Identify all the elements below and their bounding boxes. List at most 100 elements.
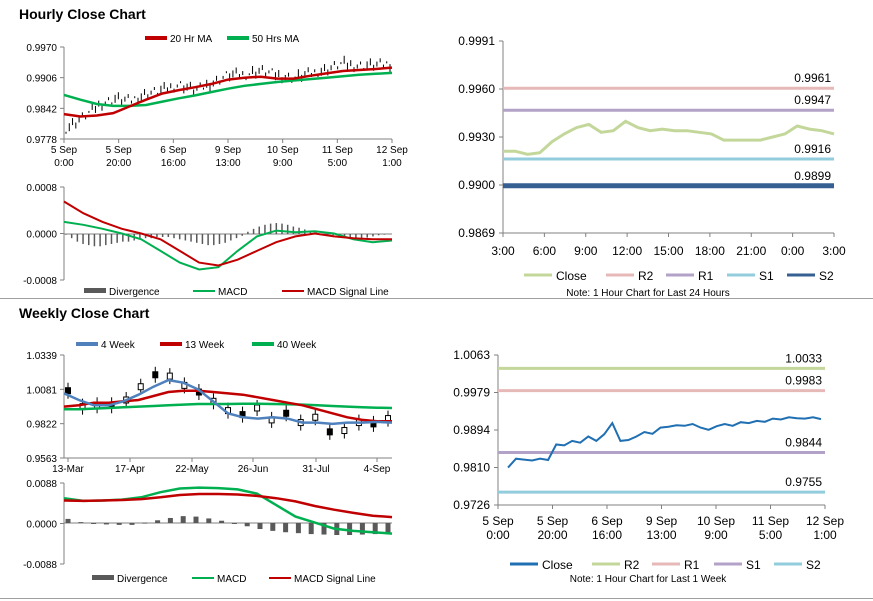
weekly-divergence-bar xyxy=(180,516,186,523)
weekly-1w-xtick-label: 9:00 xyxy=(704,528,728,542)
hourly-legend-20hr-label: 20 Hr MA xyxy=(170,34,213,45)
weekly-40wk-line xyxy=(64,402,393,411)
hourly-24h-note: Note: 1 Hour Chart for Last 24 Hours xyxy=(566,288,729,299)
weekly-1w-ytick-label: 1.0063 xyxy=(453,348,490,362)
weekly-price-xtick-label: 4-Sep xyxy=(364,464,391,475)
hourly-24h-ytick-label: 0.9900 xyxy=(458,178,495,192)
weekly-1w-level-label: 0.9983 xyxy=(785,374,822,388)
hourly-24h-legend-s1-label: S1 xyxy=(759,269,774,283)
weekly-candle-body xyxy=(341,427,348,435)
hourly-24h-level-label: 0.9916 xyxy=(794,142,831,156)
hourly-24h-xtick-label: 3:00 xyxy=(822,244,846,258)
hourly-legend-macd-label: MACD xyxy=(218,287,247,298)
hourly-legend-divergence-label: Divergence xyxy=(109,287,160,298)
weekly-1w-xtick-label: 9 Sep xyxy=(646,514,678,528)
weekly-1w-close-line xyxy=(507,416,822,469)
weekly-1w-xtick-label: 0:00 xyxy=(486,528,510,542)
hourly-price-xtick-label: 9:00 xyxy=(273,158,293,169)
hourly-price-ytick-label: 0.9778 xyxy=(26,135,57,146)
hourly-price-xtick-label: 5:00 xyxy=(328,158,348,169)
hourly-24h-xtick-label: 3:00 xyxy=(491,244,515,258)
hourly-price-ytick-label: 0.9842 xyxy=(26,104,57,115)
weekly-legend-4wk-label: 4 Week xyxy=(101,340,136,351)
weekly-candle-body xyxy=(166,372,173,380)
weekly-candle-body xyxy=(137,383,144,391)
weekly-divergence-bar xyxy=(372,523,378,535)
weekly-legend-13wk-label: 13 Week xyxy=(185,340,225,351)
hourly-price-xtick-label: 20:00 xyxy=(106,158,131,169)
weekly-macd-ytick-label: 0.0000 xyxy=(26,520,57,531)
weekly-candle-body xyxy=(65,387,71,395)
weekly-divergence-bar xyxy=(103,523,109,525)
weekly-1w-xtick-label: 16:00 xyxy=(592,528,622,542)
hourly-price-xtick-label: 11 Sep xyxy=(322,145,353,156)
weekly-1w-legend-close-label: Close xyxy=(542,558,573,572)
hourly-24h-ytick-label: 0.9869 xyxy=(458,226,495,240)
weekly-divergence-bar xyxy=(155,520,161,523)
weekly-1w-ytick-label: 0.9894 xyxy=(453,423,490,437)
weekly-divergence-bar xyxy=(206,518,212,523)
hourly-20hr-ma-line xyxy=(63,66,393,118)
hourly-price-xtick-label: 10 Sep xyxy=(267,145,299,156)
weekly-divergence-bar xyxy=(308,523,314,535)
hourly-price-xtick-label: 6 Sep xyxy=(160,145,187,156)
weekly-legend-divergence-label: Divergence xyxy=(117,574,168,585)
weekly-price-xtick-label: 26-Jun xyxy=(238,464,269,475)
weekly-divergence-bar xyxy=(283,523,289,533)
hourly-legend-divergence-swatch xyxy=(84,288,106,293)
bottom-divider xyxy=(0,598,873,599)
weekly-candle-body xyxy=(152,371,159,379)
weekly-price-xtick-label: 31-Jul xyxy=(302,464,329,475)
weekly-divergence-bar xyxy=(359,523,365,535)
weekly-1w-xtick-label: 5:00 xyxy=(759,528,783,542)
hourly-macd-signal-line xyxy=(63,200,392,267)
weekly-divergence-bar xyxy=(231,523,237,524)
weekly-legend-divergence-swatch xyxy=(92,575,114,580)
weekly-legend-signal-label: MACD Signal Line xyxy=(294,574,376,585)
hourly-price-xtick-label: 9 Sep xyxy=(215,145,242,156)
weekly-divergence-bar xyxy=(347,523,353,536)
hourly-macd-ytick-label: -0.0008 xyxy=(23,276,57,287)
weekly-divergence-bar xyxy=(167,517,173,523)
weekly-divergence-bar xyxy=(65,518,71,523)
hourly-24h-ytick-label: 0.9960 xyxy=(458,82,495,96)
weekly-1w-legend-s1-label: S1 xyxy=(746,558,761,572)
hourly-macd-ytick-label: 0.0000 xyxy=(26,230,57,241)
hourly-price-xtick-label: 5 Sep xyxy=(106,145,133,156)
weekly-4wk-line xyxy=(63,378,393,426)
section-divider xyxy=(0,298,873,299)
weekly-candle-body xyxy=(254,404,261,412)
hourly-24h-legend-r2-label: R2 xyxy=(638,269,654,283)
hourly-price-ytick-label: 0.9970 xyxy=(26,43,57,54)
hourly-legend-signal-label: MACD Signal Line xyxy=(307,287,389,298)
hourly-24h-level-label: 0.9947 xyxy=(794,93,831,107)
hourly-24h-legend-r1-label: R1 xyxy=(698,269,714,283)
weekly-divergence-bar xyxy=(193,516,199,523)
hourly-24h-ytick-label: 0.9991 xyxy=(458,34,495,48)
weekly-1w-ytick-label: 0.9979 xyxy=(453,386,490,400)
weekly-1w-level-label: 0.9755 xyxy=(785,475,822,489)
weekly-1w-xtick-label: 5 Sep xyxy=(537,514,569,528)
weekly-divergence-bar xyxy=(244,523,250,527)
weekly-price-ytick-label: 1.0339 xyxy=(26,351,57,362)
weekly-price-ytick-label: 1.0081 xyxy=(26,385,57,396)
weekly-divergence-bar xyxy=(385,523,391,534)
weekly-divergence-bar xyxy=(142,522,148,524)
weekly-divergence-bar xyxy=(219,520,225,523)
hourly-24h-xtick-label: 15:00 xyxy=(653,244,683,258)
hourly-50hr-ma-line xyxy=(63,71,393,108)
weekly-1w-ytick-label: 0.9810 xyxy=(453,461,490,475)
hourly-macd-line xyxy=(63,220,393,271)
weekly-1w-legend-r1-label: R1 xyxy=(684,558,700,572)
weekly-divergence-bar xyxy=(129,523,135,525)
hourly-24h-ytick-label: 0.9930 xyxy=(458,130,495,144)
hourly-price-xtick-label: 12 Sep xyxy=(376,145,408,156)
hourly-24h-legend-close-label: Close xyxy=(556,269,587,283)
hourly-24h-close-line xyxy=(503,119,835,156)
hourly-24h-xtick-label: 18:00 xyxy=(695,244,725,258)
weekly-divergence-bar xyxy=(91,523,97,524)
weekly-divergence-bar xyxy=(116,523,122,525)
weekly-1w-xtick-label: 13:00 xyxy=(646,528,676,542)
weekly-1w-xtick-label: 5 Sep xyxy=(482,514,514,528)
